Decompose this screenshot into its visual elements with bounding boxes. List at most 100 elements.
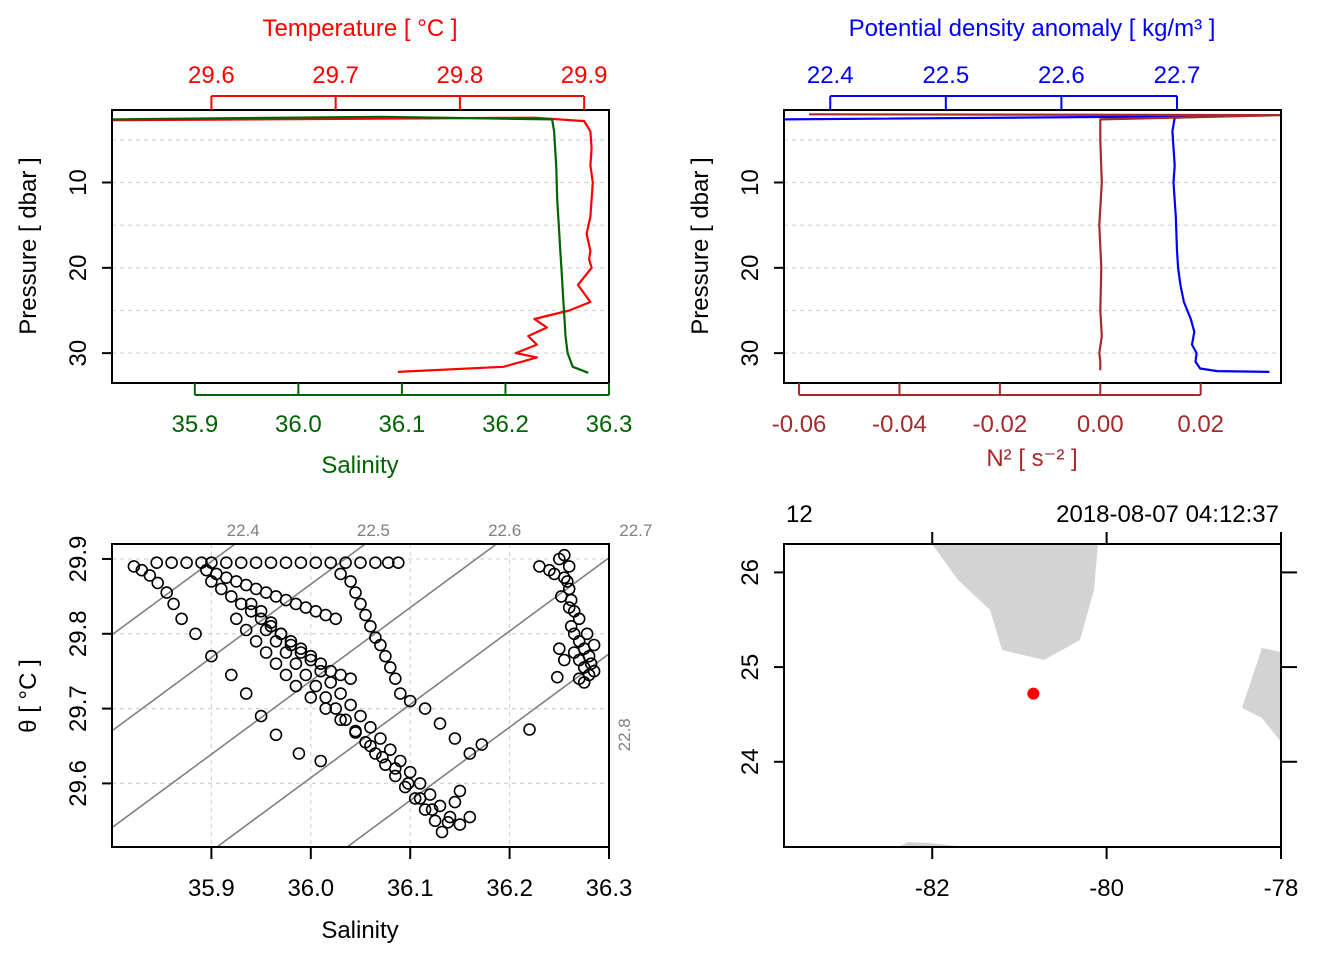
salinity-tick-label: 36.0 (287, 875, 334, 902)
ts-point (259, 646, 273, 659)
ts-point (234, 556, 248, 570)
map-timestamp: 2018-08-07 04:12:37 (1056, 501, 1279, 528)
ts-point (547, 567, 561, 581)
lon-tick-label: -80 (1089, 875, 1124, 902)
pressure-tick-label: 20 (65, 254, 92, 281)
bottom-tick-label: 36.1 (379, 411, 426, 438)
ts-point (359, 608, 372, 622)
map-panel: -82 -80 -78 24 25 26 12 2018-08-07 04:12:37 (737, 501, 1298, 902)
ts-point (279, 556, 293, 570)
bottom-tick-label: 36.2 (482, 411, 529, 438)
top-tick-label: 29.7 (312, 62, 359, 89)
ts-point (165, 556, 178, 570)
y-axis-title: Pressure [ dbar ] (687, 157, 714, 334)
ts-point (151, 576, 164, 590)
ts-point (584, 657, 598, 671)
lat-tick-label: 26 (737, 559, 764, 586)
isopycnal-line (112, 544, 237, 636)
ts-point (435, 825, 449, 839)
ts-point (562, 601, 576, 614)
ts-point (180, 556, 193, 570)
ts-point (319, 702, 333, 715)
ts-point (334, 713, 347, 727)
ts-point (364, 720, 377, 734)
ts-point (294, 646, 308, 659)
ts-point (205, 575, 218, 588)
salinity-tick-label: 35.9 (188, 875, 235, 902)
top-tick-label: 22.7 (1154, 62, 1201, 89)
bottom-tick-label: 36.3 (586, 411, 633, 438)
ts-point (425, 803, 439, 816)
density-n2-profile-panel: 10 20 30 22.4 22.5 22.6 22.7 -0.06 -0.04 -0.02 0.0… (687, 15, 1283, 472)
ts-point (244, 604, 258, 618)
ts-points (127, 548, 601, 839)
top-tick-label: 22.6 (1038, 62, 1085, 89)
top-tick-label: 22.4 (807, 62, 854, 89)
ts-point (379, 649, 392, 663)
ts-point (418, 702, 432, 715)
ts-point (299, 668, 313, 682)
axis-ticks: 22.4 22.5 22.6 22.7 22.8 35.9 36.0 36.1 36.2 36.3… (65, 521, 652, 902)
isopycnal-line (112, 544, 367, 732)
salinity-tick-label: 36.2 (486, 875, 533, 902)
theta-tick-label: 29.9 (65, 536, 92, 583)
ts-point (143, 569, 157, 582)
ts-point (448, 795, 462, 809)
ts-point (244, 597, 258, 611)
ts-point (388, 762, 402, 775)
ts-point (269, 657, 283, 671)
ts-point (189, 627, 202, 641)
ts-point (572, 672, 586, 686)
ts-point (175, 612, 188, 626)
ts-point (381, 556, 395, 570)
ts-point (339, 556, 352, 570)
map-station-number: 12 (786, 501, 813, 528)
ts-point (393, 687, 407, 700)
top-tick-label: 29.8 (437, 62, 484, 89)
bottom-tick-label: 35.9 (171, 411, 218, 438)
ts-point (564, 619, 578, 633)
land-masses (898, 544, 1281, 847)
ts-point (408, 792, 422, 805)
pressure-tick-label: 20 (737, 254, 764, 281)
ts-point (314, 664, 328, 678)
y-axis-title: Pressure [ dbar ] (15, 157, 42, 334)
ts-point (339, 713, 352, 727)
ts-point (354, 709, 367, 723)
ts-point (324, 556, 338, 570)
ts-point (433, 717, 447, 730)
ts-point (314, 754, 328, 768)
pressure-tick-label: 10 (737, 169, 764, 196)
salinity-tick-label: 36.3 (586, 875, 633, 902)
ts-point (582, 649, 596, 663)
axis-ticks: 10 20 30 22.4 22.5 22.6 22.7 -0.06 -0.04 -0.02 0.0… (737, 62, 1224, 438)
isopycnal-label: 22.6 (488, 521, 521, 540)
florida-land (932, 544, 1098, 660)
ts-point (523, 723, 536, 736)
x-axis-title: Salinity (321, 917, 398, 944)
ts-point (334, 567, 347, 581)
bottom-axis-title: Salinity (321, 452, 398, 479)
profile-lines (111, 115, 594, 374)
lon-tick-label: -78 (1264, 875, 1299, 902)
ts-point (329, 612, 343, 626)
ts-point (230, 612, 243, 626)
ts-point (304, 691, 318, 704)
ts-point (309, 556, 323, 570)
ts-point (562, 560, 576, 573)
ts-point (239, 687, 253, 700)
ts-point (279, 646, 293, 659)
series-line-salinity (111, 115, 589, 374)
ts-point (249, 556, 263, 570)
ts-point (453, 818, 467, 831)
bottom-tick-label: -0.02 (973, 411, 1028, 438)
isopycnal-label: 22.7 (619, 521, 652, 540)
ts-point (269, 634, 283, 648)
ts-point (249, 634, 263, 648)
ts-point (292, 747, 306, 760)
ts-point (391, 556, 405, 570)
ts-point (413, 777, 427, 790)
ts-point (413, 792, 427, 805)
plot-frame (111, 543, 610, 848)
series-line-temperature (111, 116, 594, 373)
